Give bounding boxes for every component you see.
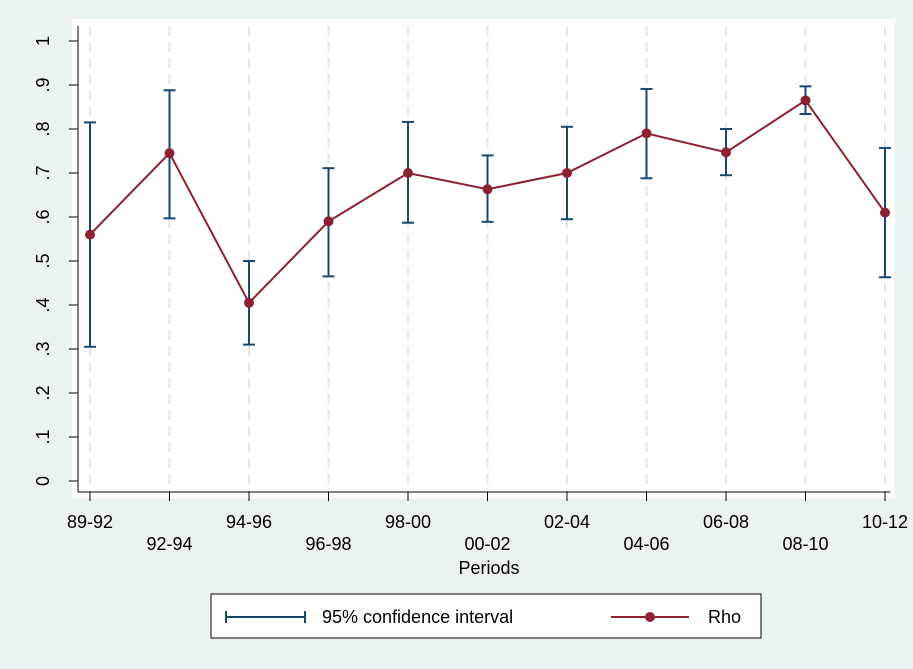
x-tick-label: 10-12 <box>862 512 908 532</box>
legend: 95% confidence interval Rho <box>210 593 762 639</box>
rho-point <box>562 168 572 178</box>
y-tick-label: 0 <box>33 476 53 486</box>
rho-point <box>800 95 811 106</box>
rho-point <box>721 147 731 158</box>
rho-point <box>244 297 254 308</box>
x-axis-title: Periods <box>458 558 519 578</box>
y-tick-label: .6 <box>33 209 53 224</box>
y-tick-label: .4 <box>33 297 53 312</box>
x-tick-label: 04-06 <box>623 534 669 554</box>
rho-point <box>880 207 890 218</box>
x-tick-label: 98-00 <box>385 512 431 532</box>
y-tick-label: .9 <box>33 77 53 92</box>
y-tick-label: .5 <box>33 253 53 268</box>
rho-point <box>85 229 95 240</box>
rho-point <box>641 128 652 139</box>
x-tick-label: 08-10 <box>782 534 828 554</box>
y-tick-label: 1 <box>33 36 53 46</box>
x-tick-label: 96-98 <box>305 534 351 554</box>
legend-ci-label: 95% confidence interval <box>322 607 513 627</box>
y-axis: 0 .1 .2 .3 .4 .5 .6 .7 .8 .9 1 <box>33 26 79 492</box>
y-tick-label: .1 <box>33 429 53 444</box>
legend-ci-symbol <box>225 611 306 623</box>
rho-point <box>403 168 413 178</box>
x-tick-label: 06-08 <box>703 512 749 532</box>
x-tick-label: 89-92 <box>67 512 113 532</box>
x-tick-label: 02-04 <box>544 512 590 532</box>
rho-series <box>85 95 890 308</box>
x-tick-label: 00-02 <box>464 534 510 554</box>
y-tick-label: .7 <box>33 165 53 180</box>
x-tick-label: 94-96 <box>226 512 272 532</box>
legend-rho-label: Rho <box>708 607 741 627</box>
y-tick-label: .2 <box>33 385 53 400</box>
rho-point <box>164 148 175 159</box>
rho-point <box>323 216 334 227</box>
plot-area <box>72 19 895 498</box>
y-tick-label: .3 <box>33 341 53 356</box>
rho-point <box>482 184 493 195</box>
y-tick-label: .8 <box>33 121 53 136</box>
x-axis: 89-92 92-94 94-96 96-98 98-00 00-02 02-04 04-06… <box>67 491 908 554</box>
x-tick-label: 92-94 <box>146 534 192 554</box>
legend-rho-symbol <box>611 612 689 622</box>
